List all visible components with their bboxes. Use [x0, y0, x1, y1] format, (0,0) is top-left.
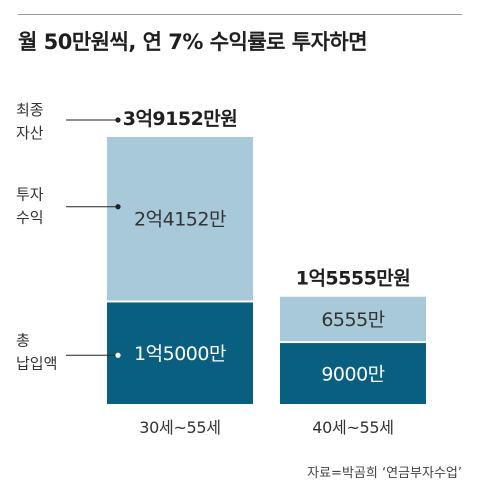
annotation-total-line-2: 자산: [16, 124, 44, 142]
bar-invest-label-1: 2억4152만: [134, 209, 226, 231]
annotation-principal-line-2: 납입액: [16, 354, 57, 372]
leader-principal-dot: [115, 352, 121, 358]
leader-invest-dot: [115, 204, 121, 210]
bar-principal-2: [280, 343, 426, 404]
bar-invest-2: [280, 296, 426, 342]
leader-total-dot: [115, 117, 121, 123]
category-label-1: 30세~55세: [139, 418, 220, 437]
annotation-invest-line-2: 수익: [16, 209, 44, 227]
chart-title: 월 50만원씩, 연 7% 수익률로 투자하면: [18, 30, 368, 54]
bar-principal-label-1: 1억5000만: [134, 343, 226, 365]
bar-total-label-2: 1억5555만원: [296, 268, 411, 290]
annotation-principal-line-1: 총: [16, 331, 30, 349]
annotation-total-line-1: 최종: [16, 101, 44, 119]
bar-principal-label-2: 9000만: [321, 364, 384, 386]
bar-total-label-1: 3억9152만원: [123, 108, 238, 130]
source-note: 자료=박곰희 ‘연금부자수업’: [307, 466, 462, 481]
bar-invest-1: [107, 137, 253, 301]
category-label-2: 40세~55세: [312, 418, 393, 437]
top-rule: [18, 14, 462, 15]
stacked-bar-chart: 1억5000만 2억4152만 3억9152만원 30세~55세 9000만 6555만 1…: [16, 101, 426, 437]
annotation-invest-line-1: 투자: [16, 186, 44, 204]
bar-invest-label-2: 6555만: [321, 309, 384, 331]
bar-principal-1: [107, 302, 253, 404]
